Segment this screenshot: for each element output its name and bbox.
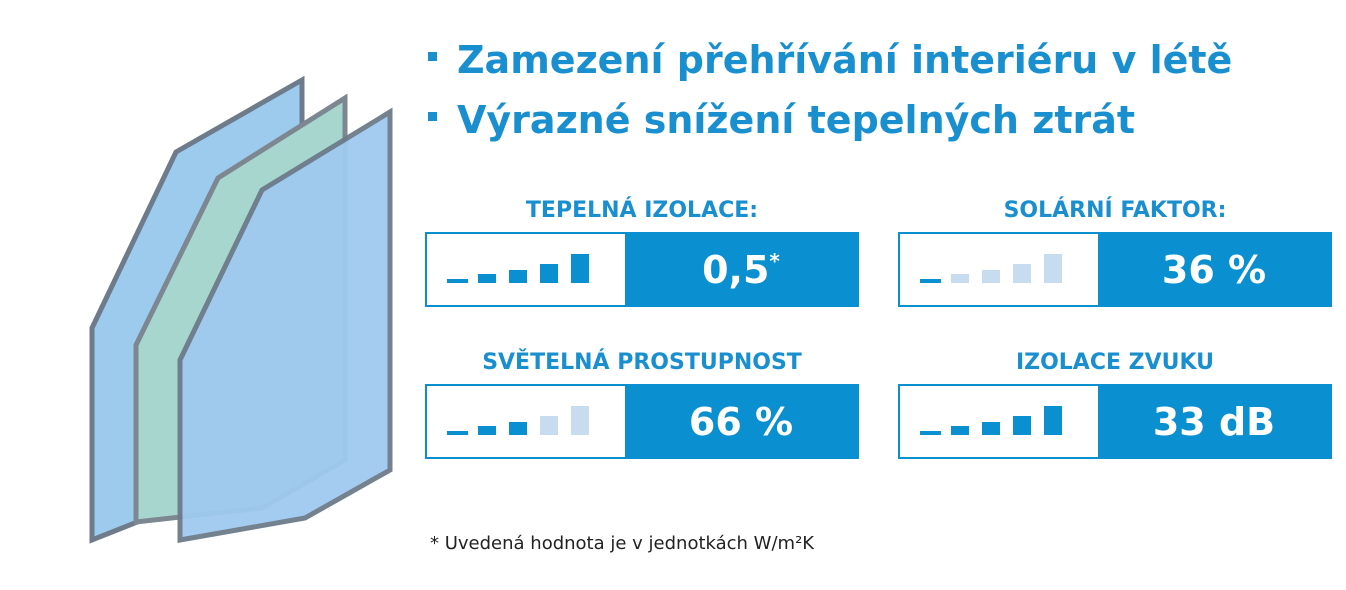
panel: 0,5 * <box>425 232 859 307</box>
panel: 33 dB <box>898 384 1332 459</box>
level-bar <box>540 416 558 435</box>
level-bar <box>920 279 941 283</box>
panel-value: 0,5 <box>702 247 770 292</box>
level-bar <box>447 431 468 435</box>
level-bar <box>447 279 468 283</box>
level-bar <box>1044 406 1062 435</box>
panel-value-box: 33 dB <box>1098 386 1330 457</box>
glass-pane <box>177 107 393 543</box>
level-bar <box>571 406 589 435</box>
panel-label: SOLÁRNÍ FAKTOR: <box>1003 198 1227 223</box>
level-bar <box>478 274 496 283</box>
level-bar <box>951 426 969 435</box>
panel-value-box: 36 % <box>1098 234 1330 305</box>
level-bar <box>982 270 1000 283</box>
panel-value-box: 0,5 * <box>625 234 857 305</box>
level-bar <box>982 422 1000 435</box>
level-bar <box>509 270 527 283</box>
level-bar <box>920 431 941 435</box>
panel-label: IZOLACE ZVUKU <box>1015 350 1215 375</box>
panel-label: TEPELNÁ IZOLACE: <box>525 198 759 223</box>
level-bar <box>509 422 527 435</box>
bullet: Výrazné snížení tepelných ztrát <box>428 98 1135 142</box>
panel-value: 66 % <box>688 399 794 444</box>
level-bar <box>1013 264 1031 283</box>
panel-value-box: 66 % <box>625 386 857 457</box>
panel-label: SVĚTELNÁ PROSTUPNOST <box>482 350 802 375</box>
level-bar <box>540 264 558 283</box>
panel-value: 36 % <box>1161 247 1267 292</box>
note-marker: * <box>769 248 780 273</box>
footnote: * Uvedená hodnota je v jednotkách W/m²K <box>430 533 815 554</box>
panel: 66 % <box>425 384 859 459</box>
panel: 36 % <box>898 232 1332 307</box>
level-bar <box>571 254 589 283</box>
level-bar <box>951 274 969 283</box>
level-bar <box>478 426 496 435</box>
level-bar <box>1044 254 1062 283</box>
glass-illustration <box>89 75 393 544</box>
panel-value: 33 dB <box>1152 399 1276 444</box>
bullet: Zamezení přehřívání interiéru v létě <box>428 38 1232 82</box>
level-bar <box>1013 416 1031 435</box>
